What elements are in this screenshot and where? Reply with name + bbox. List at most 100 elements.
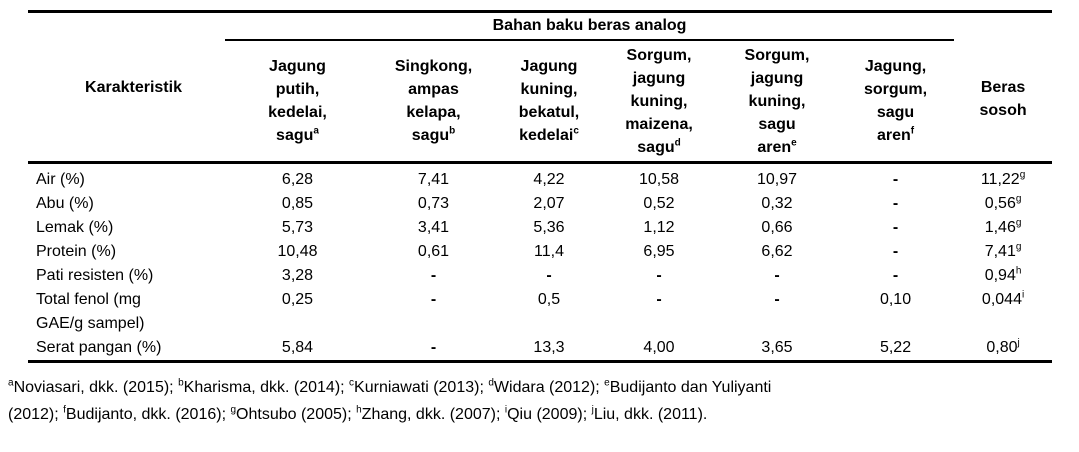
- table-cell: 4,00: [643, 339, 675, 356]
- column-header-line: Singkong,: [394, 58, 473, 75]
- table-cell: 3,41: [417, 219, 450, 236]
- column-header-line: kuning,: [630, 92, 688, 110]
- column-header-line: Jagung: [520, 58, 578, 75]
- table-row: Abu (%) 0,85 0,73 2,07 0,52 0,32 - 0,56g: [28, 192, 1052, 216]
- footnote-ref-mark: h: [356, 404, 362, 416]
- column-header-line: sosoh: [979, 102, 1027, 119]
- paper-page: Karakteristik Bahan baku beras analog Be…: [0, 10, 1079, 452]
- row-label: Lemak (%): [28, 216, 225, 240]
- column-header-line: Beras: [980, 79, 1026, 96]
- footnote-ref-mark: d: [674, 137, 681, 149]
- analog-columns-header-row: Jagung putih, kedelai, sagua Singkong, ampas k…: [28, 40, 1052, 164]
- column-header-line: kelapa,: [406, 104, 461, 121]
- column-header: Singkong, ampas kelapa, sagub: [370, 40, 497, 164]
- table-cell: 0,5: [537, 291, 561, 308]
- table-row: Total fenol (mg GAE/g sampel) 0,25 - 0,5 - - 0,…: [28, 288, 1052, 336]
- table-cell: -: [430, 267, 437, 284]
- row-label: Serat pangan (%): [28, 336, 225, 362]
- footnote-ref-mark: e: [604, 377, 610, 389]
- column-header-line: bekatul,: [518, 104, 580, 121]
- table-cell: 7,41g: [984, 241, 1022, 260]
- row-label: Pati resisten (%): [28, 264, 225, 288]
- footnote-ref-mark: b: [178, 377, 184, 389]
- table-cell: 5,84: [281, 339, 314, 356]
- column-header-line: sagub: [411, 125, 456, 144]
- row-label-line: Pati resisten (%): [36, 267, 154, 284]
- footnote-ref-mark: c: [573, 125, 579, 137]
- table-cell: 3,28: [281, 267, 314, 284]
- column-header: Jagung kuning, bekatul, kedelaic: [497, 40, 601, 164]
- column-header-line: Jagung,: [864, 58, 927, 75]
- footnote-ref-mark: g: [1015, 193, 1022, 205]
- table-cell: 11,22g: [980, 169, 1026, 188]
- table-cell: 7,41: [417, 171, 450, 188]
- row-label-line: Protein (%): [36, 243, 117, 260]
- group-header-bahan-baku: Bahan baku beras analog: [225, 11, 955, 41]
- footnote-ref-mark: b: [449, 125, 456, 137]
- footnote-ref-mark: g: [1019, 169, 1026, 181]
- table-cell: 0,80j: [986, 337, 1020, 356]
- table-cell: 0,52: [643, 195, 675, 212]
- column-header-beras-sosoh: Beras sosoh: [954, 11, 1053, 164]
- footnote-ref-mark: i: [1021, 289, 1025, 301]
- footnote-ref-mark: g: [230, 404, 237, 416]
- row-label-line: Air (%): [36, 171, 85, 188]
- column-header: Sorgum, jagung kuning, maizena, sagud: [601, 40, 717, 164]
- table-body: Air (%) 6,28 7,41 4,22 10,58 10,97 - 11,22g Abu …: [28, 163, 1052, 362]
- table-row: Lemak (%) 5,73 3,41 5,36 1,12 0,66 - 1,46g: [28, 216, 1052, 240]
- table-cell: -: [774, 291, 780, 308]
- row-label: Abu (%): [28, 192, 225, 216]
- table-cell: -: [430, 339, 437, 356]
- column-header-line: jagung: [750, 69, 804, 87]
- table-cell: 2,07: [533, 195, 565, 212]
- table-cell: 1,12: [643, 219, 675, 236]
- column-header-line: Sorgum,: [626, 46, 692, 64]
- table-header: Karakteristik Bahan baku beras analog Be…: [28, 11, 1053, 164]
- table-cell: 0,85: [281, 195, 314, 212]
- footnote-ref-mark: c: [349, 377, 355, 389]
- column-header-line: sagu: [758, 115, 796, 133]
- table-cell: 1,46g: [984, 217, 1022, 236]
- table-row: Pati resisten (%) 3,28 - - - - - 0,94h: [28, 264, 1052, 288]
- table-cell: -: [892, 219, 899, 236]
- table-cell: 13,3: [533, 339, 565, 356]
- column-header-line: sagu: [876, 104, 915, 121]
- table-cell: 0,56g: [984, 193, 1022, 212]
- table-cell: 0,66: [761, 219, 793, 236]
- column-header-line: putih,: [275, 81, 320, 98]
- table-cell: -: [774, 267, 780, 284]
- characteristics-table: Karakteristik Bahan baku beras analog Be…: [28, 10, 1053, 363]
- row-label: Protein (%): [28, 240, 225, 264]
- table-row: Serat pangan (%) 5,84 - 13,3 4,00 3,65 5,22 0,8…: [28, 336, 1052, 362]
- row-label-line: GAE/g sampel): [36, 315, 145, 332]
- table-cell: -: [656, 291, 662, 308]
- column-header-line: jagung: [632, 69, 686, 87]
- column-header-line: kedelaic: [519, 125, 579, 144]
- table-cell: -: [656, 267, 662, 284]
- footnote-ref-mark: i: [504, 404, 508, 416]
- column-header: Jagung putih, kedelai, sagua: [225, 40, 370, 164]
- row-label-line: Serat pangan (%): [36, 339, 162, 356]
- footnote-ref-mark: a: [313, 125, 319, 137]
- table-cell: 3,65: [761, 339, 793, 356]
- footnote-line: (2012); fBudijanto, dkk. (2016); gOhtsub…: [8, 404, 708, 423]
- footnote-ref-mark: g: [1015, 217, 1022, 229]
- references-footnote: aNoviasari, dkk. (2015); bKharisma, dkk.…: [8, 374, 1074, 428]
- table-cell: 6,62: [761, 243, 793, 260]
- table-cell: 0,25: [281, 291, 314, 308]
- footnote-ref-mark: f: [63, 404, 66, 416]
- column-header-line: arene: [757, 137, 797, 156]
- column-header: Jagung, sorgum, sagu arenf: [837, 40, 955, 164]
- table-cell: -: [546, 267, 552, 284]
- column-header-line: kuning,: [748, 92, 806, 110]
- column-header-line: sagua: [276, 125, 319, 144]
- table-cell: -: [892, 243, 899, 260]
- table-cell: 10,58: [638, 171, 680, 188]
- row-label-line: Total fenol (mg: [36, 291, 141, 308]
- table-cell: 5,73: [281, 219, 314, 236]
- footnote-ref-mark: g: [1015, 241, 1022, 253]
- table-cell: 6,28: [281, 171, 314, 188]
- table-cell: 6,95: [643, 243, 675, 260]
- column-header-line: Jagung: [269, 58, 326, 75]
- table-cell: 10,48: [277, 243, 318, 260]
